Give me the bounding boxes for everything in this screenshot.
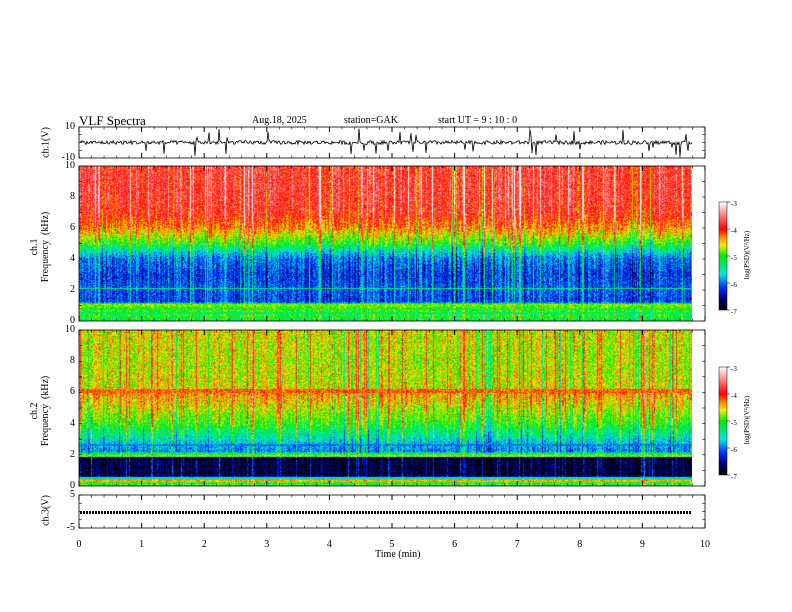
x-axis-label: Time (min) (375, 549, 421, 560)
ch2-spec-y-tick-label: 6 (70, 386, 75, 398)
x-tick-label: 8 (577, 539, 583, 550)
ch1-colorbar-tick-label: -4 (731, 227, 737, 235)
date-label: Aug.18, 2025 (252, 115, 307, 126)
ch2-colorbar (719, 367, 727, 475)
ch1-colorbar-label: log(PSD)(V²/Hz) (743, 230, 751, 280)
x-tick-label: 10 (700, 539, 710, 550)
start-time-label: start UT = 9 : 10 : 0 (438, 115, 518, 126)
ch1-spec-frame (78, 165, 706, 322)
ch1-spectrogram (79, 166, 692, 321)
ch2-colorbar-tick-label: -4 (731, 392, 737, 400)
x-tick-label: 7 (514, 539, 520, 550)
x-tick-label: 5 (389, 539, 395, 550)
ch2-spec-y-tick-label: 4 (70, 417, 75, 429)
ch2-colorbar-tick-label: -5 (731, 419, 737, 427)
ch1-colorbar (719, 202, 727, 310)
ch1-colorbar-tick-label: -5 (731, 254, 737, 262)
ch1-colorbar-tick-label: -3 (731, 200, 737, 208)
ch3-y-tick-label: 5 (70, 489, 75, 500)
ch1-waveform-trace (79, 128, 693, 157)
ch2-spec-frame (78, 329, 706, 487)
ch2-colorbar-frame (718, 366, 728, 476)
ch1-spec-y-tick-label: 6 (70, 222, 75, 233)
ch2-spectrogram (79, 330, 692, 486)
ch2-colorbar-tick-label: -7 (731, 473, 737, 481)
ch2-spec-y-tick-label: 10 (65, 324, 75, 335)
x-tick-label: 0 (76, 539, 82, 550)
ch2-spec-y-tick-label: 0 (70, 480, 75, 491)
ch1-spec-y-tick-label: 2 (70, 284, 75, 295)
ch2-colorbar-tick-label: -3 (731, 365, 737, 373)
x-tick-label: 9 (639, 539, 645, 550)
ch2-spec-y-tick-label: 2 (70, 448, 75, 460)
ch1-colorbar-tick-label: -7 (731, 308, 737, 316)
ch1-ylabel: ch.1(V) (40, 127, 52, 158)
ch1-spec-y-tick-label: 4 (70, 253, 75, 264)
ch1-spec-y-tick-label: 0 (70, 315, 75, 326)
ch2-colorbar-label: log(PSD)(V²/Hz) (743, 395, 751, 445)
ch1-y-tick-label: 10 (65, 121, 75, 132)
ch2-colorbar-tick-label: -6 (731, 446, 737, 454)
x-tick-label: 3 (264, 539, 270, 550)
x-tick-label: 6 (452, 539, 458, 550)
x-tick-label: 2 (201, 539, 207, 550)
ch2-spec-y-tick-label: 8 (70, 355, 75, 367)
station-label: station=GAK (344, 115, 398, 126)
x-tick-label: 1 (139, 539, 145, 550)
ch3-ylabel: ch.3(V) (40, 495, 52, 526)
ch3-y-tick-label: -5 (66, 522, 75, 533)
ch1-spec-y-tick-label: 8 (70, 191, 75, 202)
ch1-spec-ylabel: ch.1 Frequency (kHz) (29, 211, 51, 283)
ch1-y-tick-label: -10 (61, 152, 75, 163)
x-tick-label: 4 (326, 539, 332, 550)
ch1-colorbar-frame (718, 201, 728, 311)
figure-title: VLF Spectra (79, 113, 146, 128)
ch1-colorbar-tick-label: -6 (731, 281, 737, 289)
ch2-spec-ylabel: ch.2 Frequency (kHz) (29, 375, 51, 447)
ch1-spec-y-tick-label: 10 (65, 160, 75, 171)
